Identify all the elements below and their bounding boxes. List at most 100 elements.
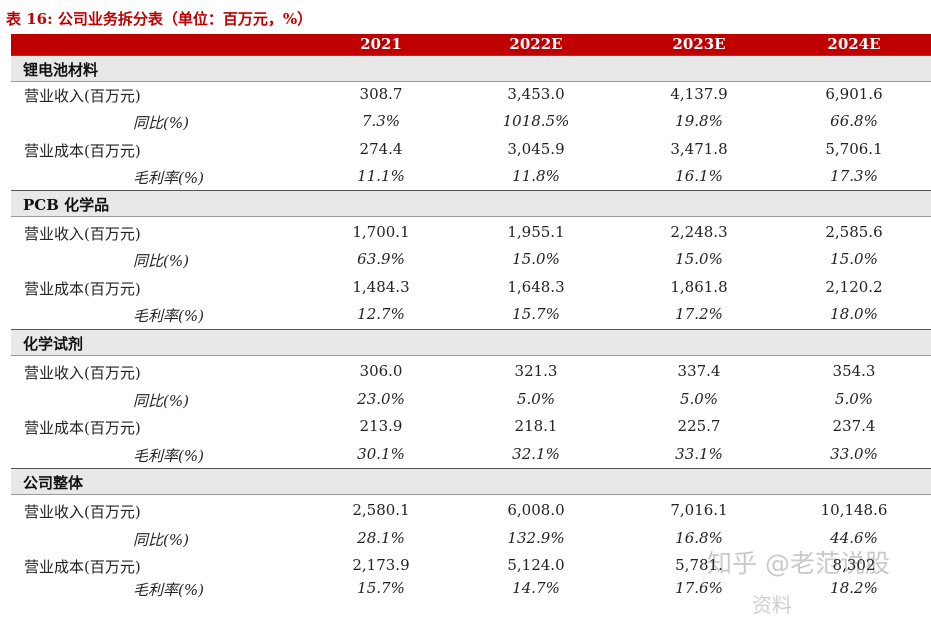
cell: 23.0% — [357, 390, 405, 408]
cell: 44.6% — [830, 529, 878, 547]
column-header: 2023E — [672, 35, 726, 53]
table-header: 2021 2022E 2023E 2024E — [11, 34, 931, 55]
cell: 1018.5% — [502, 112, 570, 130]
cell: 5.0% — [834, 390, 874, 408]
cell: 18.0% — [830, 305, 878, 323]
cell: 15.0% — [675, 250, 723, 268]
cell: 18.2% — [830, 579, 878, 597]
cell: 2,585.6 — [825, 223, 883, 241]
cell: 1,955.1 — [507, 223, 565, 241]
section-header: 公司整体 — [11, 468, 931, 495]
table-row: 营业成本(百万元) 274.4 3,045.9 3,471.8 5,706.1 — [11, 136, 931, 163]
cell: 5,124.0 — [507, 556, 565, 574]
row-label: 同比(%) — [133, 114, 189, 132]
cell: 213.9 — [359, 417, 403, 435]
cell: 3,045.9 — [507, 140, 565, 158]
table-row: 营业成本(百万元) 1,484.3 1,648.3 1,861.8 2,120.… — [11, 274, 931, 301]
table-row: 毛利率(%) 15.7% 14.7% 17.6% 18.2% — [11, 575, 931, 602]
row-label: 营业成本(百万元) — [24, 280, 141, 298]
cell: 6,901.6 — [825, 85, 883, 103]
section-title: 公司整体 — [23, 474, 84, 492]
cell: 15.7% — [357, 579, 405, 597]
cell: 218.1 — [514, 417, 558, 435]
cell: 16.8% — [675, 529, 723, 547]
row-label: 营业成本(百万元) — [24, 142, 141, 160]
section-header: 化学试剂 — [11, 329, 931, 356]
section-title: 化学试剂 — [23, 335, 84, 353]
watermark: 知乎 @老范说股 — [707, 549, 890, 578]
cell: 306.0 — [359, 362, 403, 380]
table-title: 表 16: 公司业务拆分表（单位：百万元，%） — [6, 10, 313, 28]
cell: 19.8% — [675, 112, 723, 130]
cell: 1,648.3 — [507, 278, 565, 296]
cell: 321.3 — [514, 362, 558, 380]
cell: 14.7% — [512, 579, 560, 597]
table-row: 毛利率(%) 11.1% 11.8% 16.1% 17.3% — [11, 163, 931, 190]
table-row: 同比(%) 7.3% 1018.5% 19.8% 66.8% — [11, 108, 931, 135]
cell: 5.0% — [516, 390, 556, 408]
cell: 33.0% — [830, 445, 878, 463]
cell: 3,471.8 — [670, 140, 728, 158]
table-row: 营业收入(百万元) 306.0 321.3 337.4 354.3 — [11, 358, 931, 385]
table-row: 营业成本(百万元) 2,173.9 5,124.0 5,781. 8,302 — [11, 552, 931, 579]
cell: 2,248.3 — [670, 223, 728, 241]
cell: 66.8% — [830, 112, 878, 130]
cell: 17.6% — [675, 579, 723, 597]
table-row: 营业收入(百万元) 1,700.1 1,955.1 2,248.3 2,585.… — [11, 219, 931, 246]
cell: 2,173.9 — [352, 556, 410, 574]
cell: 225.7 — [677, 417, 721, 435]
cell: 10,148.6 — [820, 501, 888, 519]
cell: 337.4 — [677, 362, 721, 380]
table-row: 营业成本(百万元) 213.9 218.1 225.7 237.4 — [11, 413, 931, 440]
row-label: 毛利率(%) — [133, 169, 204, 187]
table-row: 同比(%) 63.9% 15.0% 15.0% 15.0% — [11, 246, 931, 273]
cell: 8,302 — [832, 556, 876, 574]
cell: 3,453.0 — [507, 85, 565, 103]
row-label: 同比(%) — [133, 392, 189, 410]
row-label: 营业收入(百万元) — [24, 364, 141, 382]
cell: 132.9% — [507, 529, 565, 547]
row-label: 营业收入(百万元) — [24, 87, 141, 105]
table-row: 同比(%) 23.0% 5.0% 5.0% 5.0% — [11, 386, 931, 413]
row-label: 同比(%) — [133, 531, 189, 549]
cell: 15.7% — [512, 305, 560, 323]
column-header: 2024E — [827, 35, 881, 53]
cell: 28.1% — [357, 529, 405, 547]
cell: 1,861.8 — [670, 278, 728, 296]
cell: 2,580.1 — [352, 501, 410, 519]
section-title: 锂电池材料 — [23, 61, 99, 79]
table-row: 毛利率(%) 12.7% 15.7% 17.2% 18.0% — [11, 301, 931, 328]
cell: 12.7% — [357, 305, 405, 323]
section-title: PCB 化学品 — [23, 196, 110, 214]
cell: 11.8% — [512, 167, 560, 185]
cell: 32.1% — [512, 445, 560, 463]
row-label: 营业成本(百万元) — [24, 419, 141, 437]
cell: 33.1% — [675, 445, 723, 463]
cell: 274.4 — [359, 140, 403, 158]
cell: 30.1% — [357, 445, 405, 463]
table-row: 营业收入(百万元) 2,580.1 6,008.0 7,016.1 10,148… — [11, 497, 931, 524]
cell: 15.0% — [830, 250, 878, 268]
cell: 5,781. — [675, 556, 723, 574]
table-row: 营业收入(百万元) 308.7 3,453.0 4,137.9 6,901.6 — [11, 81, 931, 108]
section-header: 锂电池材料 — [11, 55, 931, 82]
cell: 5,706.1 — [825, 140, 883, 158]
cell: 63.9% — [357, 250, 405, 268]
cell: 308.7 — [359, 85, 403, 103]
cell: 1,700.1 — [352, 223, 410, 241]
cell: 15.0% — [512, 250, 560, 268]
row-label: 营业成本(百万元) — [24, 558, 141, 576]
cell: 4,137.9 — [670, 85, 728, 103]
row-label: 同比(%) — [133, 252, 189, 270]
cell: 11.1% — [357, 167, 405, 185]
row-label: 营业收入(百万元) — [24, 503, 141, 521]
cell: 17.3% — [830, 167, 878, 185]
watermark-source: 资料 — [752, 593, 792, 617]
table-row: 毛利率(%) 30.1% 32.1% 33.1% 33.0% — [11, 441, 931, 468]
cell: 7.3% — [361, 112, 401, 130]
cell: 354.3 — [832, 362, 876, 380]
row-label: 毛利率(%) — [133, 307, 204, 325]
section-header: PCB 化学品 — [11, 190, 931, 217]
row-label: 毛利率(%) — [133, 447, 204, 465]
cell: 17.2% — [675, 305, 723, 323]
